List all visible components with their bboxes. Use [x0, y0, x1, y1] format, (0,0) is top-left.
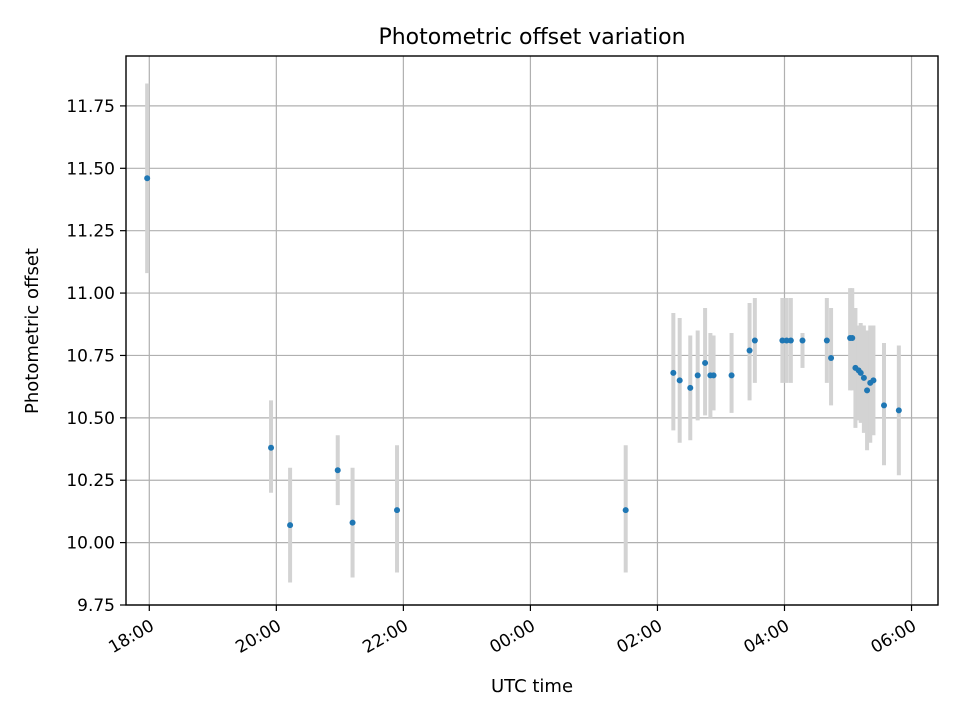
- data-point: [783, 337, 790, 344]
- y-tick-label: 10.50: [66, 409, 115, 429]
- data-point: [823, 337, 830, 344]
- data-point: [334, 467, 341, 474]
- data-point: [728, 372, 735, 379]
- data-point: [710, 372, 717, 379]
- data-point: [268, 444, 275, 451]
- y-tick-label: 10.25: [66, 471, 115, 491]
- y-axis-label: Photometric offset: [22, 248, 43, 414]
- data-point: [694, 372, 701, 379]
- y-tick-label: 11.75: [66, 97, 115, 117]
- data-point: [746, 347, 753, 354]
- y-tick-label: 10.00: [66, 534, 115, 554]
- data-point: [779, 337, 786, 344]
- data-point: [751, 337, 758, 344]
- y-tick-label: 10.75: [66, 346, 115, 366]
- data-point: [394, 507, 401, 514]
- data-point: [287, 522, 294, 529]
- grid-layer: [126, 56, 938, 606]
- data-point: [828, 354, 835, 361]
- y-tick-label: 11.25: [66, 222, 115, 242]
- axes-layer: 18:00 20:00 22:00 00:00 02:00 04:00 06:009.751…: [66, 55, 939, 658]
- data-point: [881, 402, 888, 409]
- data-point: [622, 507, 629, 514]
- data-point: [849, 334, 856, 341]
- data-point: [864, 387, 871, 394]
- y-tick-label: 11.50: [66, 159, 115, 179]
- data-point: [799, 337, 806, 344]
- y-tick-label: 11.00: [66, 284, 115, 304]
- data-point: [144, 175, 151, 182]
- data-point: [349, 519, 356, 526]
- data-point: [787, 337, 794, 344]
- data-point: [687, 384, 694, 391]
- x-axis-label: UTC time: [491, 676, 573, 697]
- y-tick-label: 9.75: [77, 596, 115, 616]
- data-layer: [144, 83, 902, 583]
- data-point: [895, 407, 902, 414]
- plot-frame: [125, 55, 939, 606]
- data-point: [860, 374, 867, 381]
- data-point: [857, 369, 864, 376]
- data-point: [676, 377, 683, 384]
- data-point: [870, 377, 877, 384]
- data-point: [670, 369, 677, 376]
- chart-title: Photometric offset variation: [378, 25, 685, 50]
- data-point: [702, 359, 709, 366]
